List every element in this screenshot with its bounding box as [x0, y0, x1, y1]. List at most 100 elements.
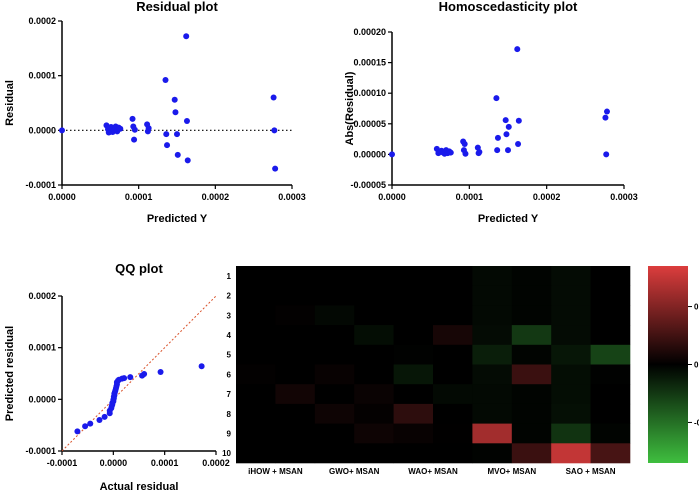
heatmap-cell — [590, 443, 631, 464]
x-axis-label: Actual residual — [100, 481, 179, 493]
colorbar-tick-label: 0 — [694, 361, 699, 370]
heatmap-cell — [236, 443, 276, 464]
data-point — [74, 428, 81, 435]
heatmap-cell — [433, 403, 473, 424]
y-tick-label: 0.0001 — [28, 343, 56, 353]
heatmap-cell — [354, 403, 394, 424]
y-tick-label: -0.0001 — [25, 180, 56, 190]
y-tick-label: 0.00020 — [353, 27, 386, 37]
heatmap-cell — [472, 266, 513, 286]
heatmap-cell — [433, 423, 473, 444]
data-point — [145, 125, 152, 132]
heatmap-cell — [314, 364, 355, 385]
heatmap-cell — [236, 285, 276, 306]
x-axis-label: Predicted Y — [478, 213, 539, 225]
heatmap-cell — [314, 305, 355, 326]
heatmap-cell — [393, 285, 434, 306]
heatmap-cell — [314, 384, 355, 405]
data-point — [174, 151, 181, 158]
heatmap-cell — [275, 325, 316, 346]
heatmap-cell — [511, 305, 552, 326]
data-point — [462, 150, 469, 157]
heatmap-cell — [551, 443, 591, 464]
heatmap-cell — [314, 443, 355, 464]
data-point — [502, 117, 509, 124]
heatmap-cell — [236, 266, 276, 286]
heatmap-cell — [511, 403, 552, 424]
y-tick-label: -0.0001 — [25, 446, 56, 456]
x-tick-label: 0.0000 — [100, 458, 128, 468]
y-tick-label: 0.00010 — [353, 88, 386, 98]
data-point — [198, 363, 205, 370]
heatmap-cell — [393, 364, 434, 385]
data-point — [171, 96, 178, 103]
heatmap-column-label: GWO+ MSAN — [329, 467, 380, 476]
data-point — [101, 413, 108, 420]
x-tick-label: 0.0003 — [610, 192, 638, 202]
data-point — [157, 368, 164, 375]
heatmap-cell — [314, 423, 355, 444]
heatmap-cell — [472, 364, 513, 385]
data-point — [603, 151, 610, 158]
heatmap-cell — [551, 344, 591, 365]
data-point — [184, 157, 191, 164]
heatmap-cell — [511, 285, 552, 306]
heatmap-cell — [551, 384, 591, 405]
heatmap-cell — [551, 266, 591, 286]
heatmap-cell — [275, 344, 316, 365]
heatmap-cell — [433, 443, 473, 464]
heatmap-cell — [433, 305, 473, 326]
data-point — [59, 127, 65, 134]
data-point — [602, 114, 609, 121]
heatmap-cell — [393, 344, 434, 365]
heatmap-cell — [275, 403, 316, 424]
x-tick-label: 0.0002 — [533, 192, 561, 202]
heatmap-cell — [590, 305, 631, 326]
heatmap-cell — [393, 443, 434, 464]
x-tick-label: 0.0001 — [456, 192, 484, 202]
qq-plot: QQ plot -0.0001 0.0000 0.0001 0.0002 -0.0001 0… — [4, 261, 230, 493]
data-point — [127, 374, 134, 381]
heatmap-cell — [236, 403, 276, 424]
x-tick-label: 0.0001 — [125, 192, 153, 202]
heatmap-cell — [236, 305, 276, 326]
heatmap-cell — [275, 364, 316, 385]
data-point — [174, 131, 180, 138]
data-point — [172, 109, 179, 116]
y-tick-label: 0.0000 — [28, 394, 56, 404]
heatmap-column-label: SAO + MSAN — [566, 467, 616, 476]
heatmap-cell — [551, 403, 591, 424]
x-tick-label: 0.0002 — [202, 458, 230, 468]
heatmap-cell — [275, 305, 316, 326]
x-tick-label: 0.0003 — [278, 192, 306, 202]
heatmap-cell — [511, 344, 552, 365]
data-point — [514, 46, 521, 53]
heatmap-cell — [472, 344, 513, 365]
heatmap-cell — [433, 344, 473, 365]
y-tick-label: -0.00005 — [350, 180, 386, 190]
heatmap: 1 2 3 4 5 6 7 8 9 10 iHOW + MSAN GWO+ MSAN WAO+ MSAN… — [222, 266, 699, 476]
heatmap-cell — [354, 305, 394, 326]
heatmap-cell — [472, 423, 513, 444]
heatmap-cell — [511, 384, 552, 405]
heatmap-cell — [590, 423, 631, 444]
data-point — [270, 94, 277, 101]
heatmap-cell — [433, 285, 473, 306]
heatmap-cell — [275, 266, 316, 286]
data-point — [164, 142, 171, 149]
chart-title: Residual plot — [136, 0, 218, 14]
heatmap-cell — [275, 384, 316, 405]
heatmap-cell — [472, 443, 513, 464]
heatmap-row-label: 6 — [227, 370, 232, 379]
heatmap-cell — [393, 423, 434, 444]
data-point — [494, 134, 501, 141]
heatmap-cell — [354, 384, 394, 405]
heatmap-cell — [511, 443, 552, 464]
heatmap-row-label: 8 — [227, 410, 232, 419]
heatmap-cell — [551, 364, 591, 385]
heatmap-row-label: 1 — [227, 272, 232, 281]
data-point — [162, 77, 169, 84]
x-tick-label: 0.0001 — [151, 458, 179, 468]
heatmap-cell — [393, 305, 434, 326]
